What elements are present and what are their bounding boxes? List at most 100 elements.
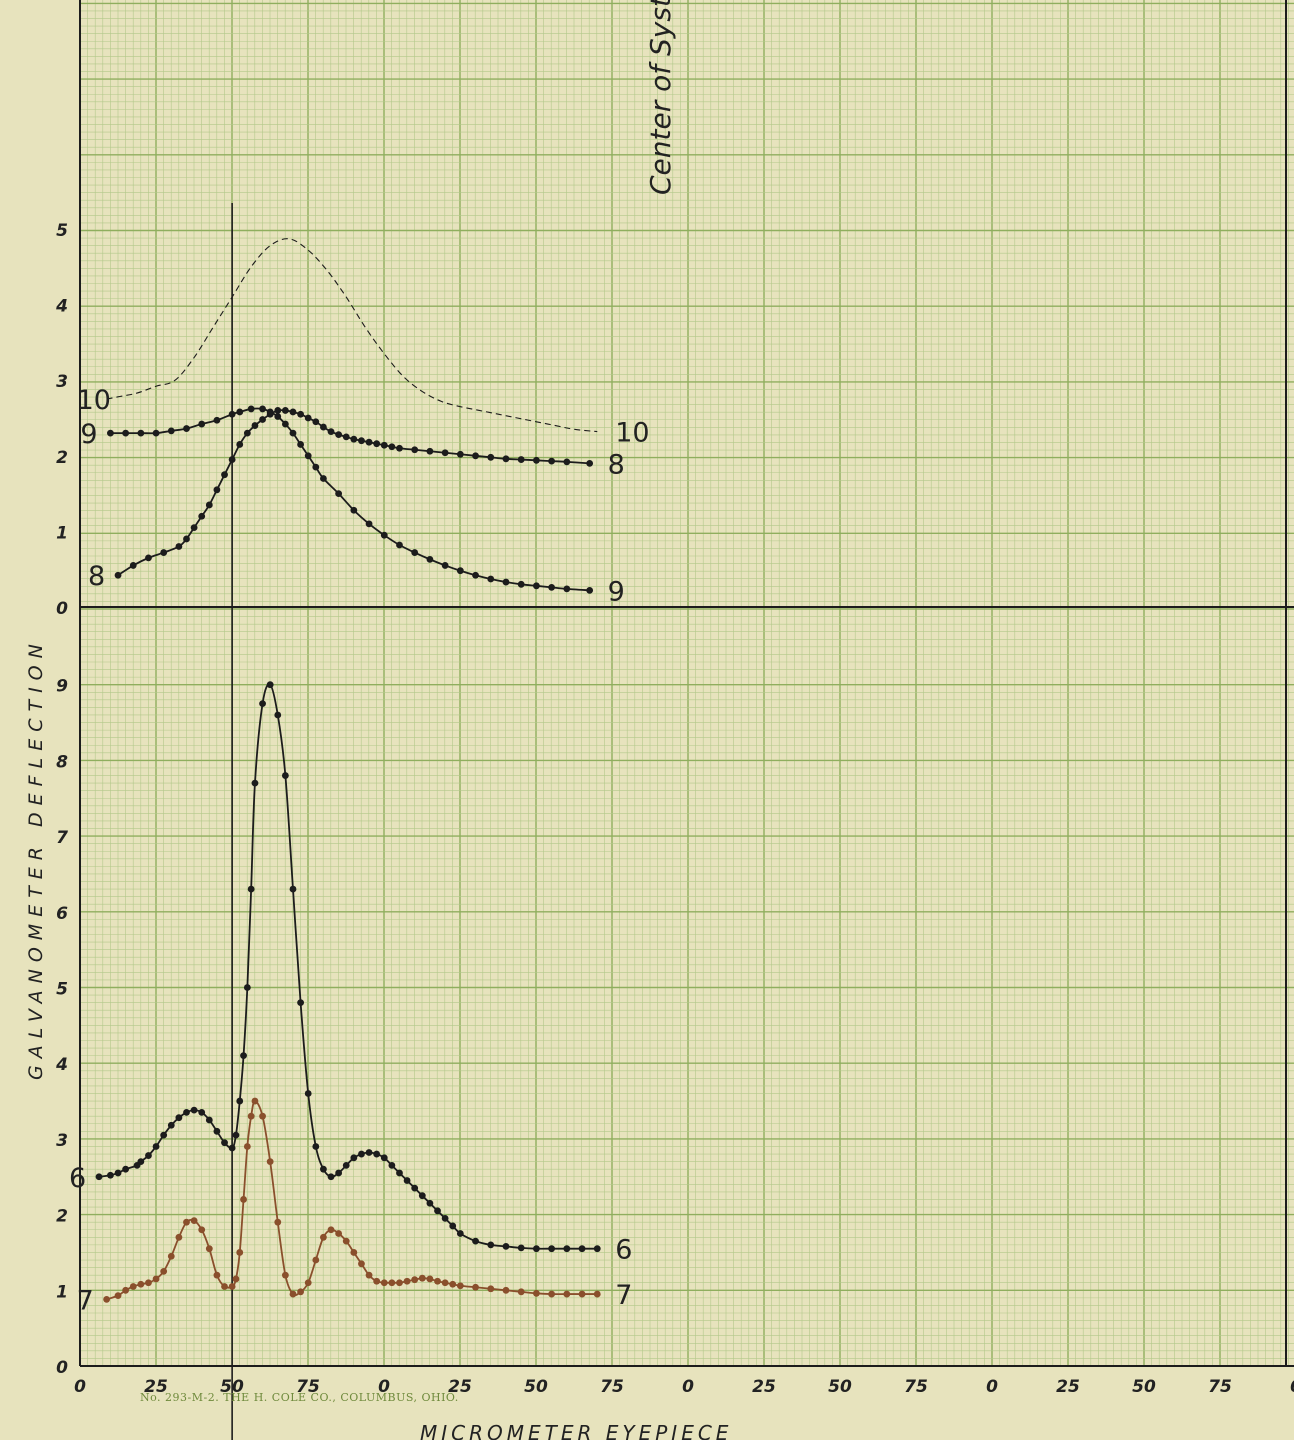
data-point-9 [122,429,130,437]
data-point-7 [411,1276,419,1284]
data-point-8 [533,456,540,464]
data-point-6 [213,1127,221,1135]
data-point-6 [266,681,274,689]
data-point-8 [586,459,594,467]
series-line-8 [117,409,590,577]
data-point-7 [578,1290,586,1298]
data-point-7 [350,1249,358,1256]
data-point-6 [95,1173,103,1181]
data-point-8 [472,452,479,460]
data-point-6 [183,1109,190,1116]
series-label-left: 10 [77,385,111,416]
data-point-9 [472,571,479,579]
data-point-6 [152,1143,160,1150]
y-tick-label-lower: 3 [56,1131,68,1151]
data-point-6 [441,1214,449,1222]
series-label-left: 6 [69,1163,86,1194]
data-point-6 [426,1199,434,1207]
data-point-7 [160,1267,168,1275]
y-tick-label-lower: 1 [56,1282,68,1302]
data-point-7 [533,1289,540,1297]
data-point-6 [388,1161,396,1169]
data-point-6 [578,1245,586,1253]
data-point-6 [259,700,266,708]
data-point-8 [373,440,381,448]
data-point-7 [563,1290,571,1298]
data-point-6 [240,1052,247,1060]
data-point-9 [487,575,495,583]
y-tick-label-lower: 2 [56,1207,68,1227]
data-point-7 [396,1279,403,1287]
axes [79,0,1294,1440]
data-point-8 [289,408,297,416]
data-point-7 [358,1260,365,1268]
data-point-8 [145,554,152,562]
data-point-7 [418,1274,426,1282]
graph-paper-grid [79,0,1294,1367]
data-point-9 [228,410,236,418]
data-point-8 [228,456,236,463]
data-point-9 [586,586,594,594]
data-point-8 [114,571,122,579]
data-point-6 [502,1242,510,1250]
data-point-8 [365,438,373,446]
data-point-7 [388,1279,396,1287]
data-point-9 [198,420,206,428]
data-point-7 [228,1283,236,1290]
data-point-7 [373,1277,381,1285]
x-tick-label: 75 [904,1377,928,1397]
y-axis-label: GALVANOMETER DEFLECTION [25,637,47,1080]
y-tick-label-upper: 1 [56,523,68,543]
data-point-8 [388,443,396,451]
x-tick-label: 50 [220,1377,244,1397]
data-point-6 [335,1169,343,1177]
data-point-8 [274,407,282,414]
data-point-6 [145,1152,152,1159]
data-point-9 [533,582,540,590]
series-label-left: 8 [88,561,105,592]
x-tick-label: 25 [144,1377,168,1397]
data-point-6 [107,1171,114,1179]
data-point-6 [563,1245,571,1253]
data-point-7 [441,1279,449,1287]
series-label-left: 7 [77,1285,94,1316]
data-point-6 [403,1177,411,1184]
data-point-6 [593,1245,601,1253]
data-point-9 [274,413,282,420]
data-point-6 [342,1161,350,1169]
data-point-9 [297,441,304,448]
data-point-8 [380,441,388,449]
data-point-8 [312,418,320,426]
data-point-7 [236,1249,244,1256]
data-point-7 [152,1275,160,1283]
data-point-7 [190,1217,198,1225]
data-point-7 [145,1279,152,1287]
series-label-left: 9 [80,419,97,450]
data-point-8 [502,455,510,463]
data-point-6 [373,1150,381,1158]
data-point-7 [289,1290,297,1298]
data-point-6 [396,1169,403,1177]
series-label-right: 9 [608,576,625,607]
data-point-9 [281,420,289,428]
data-point-7 [259,1112,266,1120]
x-axis-label: MICROMETER EYEPIECE [420,1421,732,1440]
data-point-6 [456,1230,464,1237]
center-annotation: Center of System [644,0,677,195]
data-point-6 [236,1097,244,1105]
data-point-8 [297,410,304,418]
data-point-6 [358,1150,365,1158]
data-point-8 [320,423,327,431]
data-point-8 [335,431,343,439]
data-point-9 [517,580,525,588]
data-point-9 [563,585,571,593]
data-point-7 [380,1279,388,1287]
y-tick-label-upper: 4 [55,297,68,317]
data-point-8 [129,562,137,569]
data-point-6 [232,1131,240,1139]
data-point-6 [281,772,289,779]
data-point-8 [221,471,228,479]
data-point-6 [487,1241,495,1249]
data-point-6 [418,1192,426,1200]
